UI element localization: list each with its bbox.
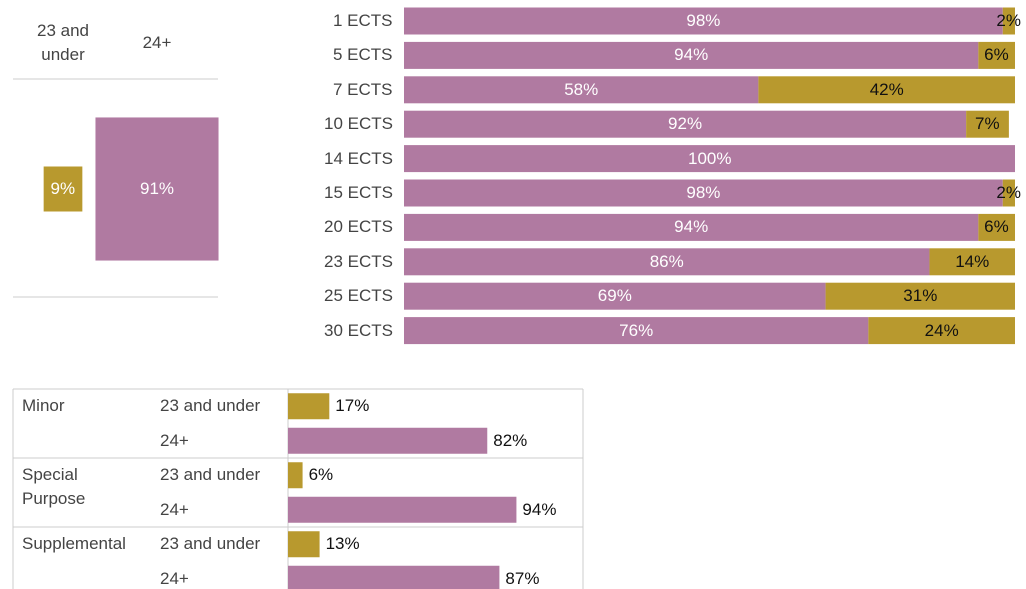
bar-segment	[978, 41, 1015, 69]
row-label: 23 and under	[160, 465, 261, 485]
bar-segment	[404, 76, 759, 104]
bar	[288, 565, 500, 589]
value-label: 94%	[674, 217, 709, 237]
value-label: 98%	[686, 11, 721, 30]
box	[43, 166, 83, 212]
value-label: 6%	[984, 45, 1009, 65]
category-label: 20 ECTS	[324, 217, 393, 237]
bar-segment	[929, 248, 1015, 276]
value-label: 42%	[869, 79, 904, 99]
value-label: 98%	[686, 183, 721, 202]
category-label: 7 ECTS	[333, 79, 393, 99]
value-label: 76%	[619, 320, 654, 340]
group-label: Supplemental	[22, 534, 126, 553]
value-label: 7%	[975, 114, 1000, 134]
bar	[288, 393, 330, 420]
row-label: 24+	[160, 568, 189, 588]
value-label: 82%	[493, 430, 528, 450]
value-label: 24%	[924, 320, 959, 340]
value-label: 94%	[522, 499, 557, 519]
value-label: 13%	[325, 534, 360, 554]
bar-segment	[758, 76, 1015, 104]
category-label: 23 ECTS	[324, 251, 393, 271]
column-header: 24+	[142, 33, 172, 52]
bar-segment	[1002, 7, 1015, 35]
box	[95, 117, 219, 261]
bar	[288, 462, 303, 489]
bar-segment	[868, 317, 1015, 345]
value-label: 86%	[649, 251, 684, 271]
value-label: 100%	[688, 148, 732, 168]
value-label: 17%	[335, 396, 370, 416]
row-label: 24+	[160, 430, 189, 450]
bar-segment	[404, 41, 979, 69]
bar-segment	[404, 282, 826, 310]
value-label: 91%	[140, 179, 175, 198]
bar-segment	[404, 213, 979, 241]
value-label: 14%	[955, 251, 990, 271]
value-label: 69%	[597, 286, 632, 306]
row-label: 23 and under	[160, 396, 261, 416]
value-label: 6%	[984, 217, 1009, 237]
bar-segment	[1002, 179, 1015, 207]
bar-segment	[404, 317, 869, 345]
value-label: 6%	[308, 465, 334, 485]
bar-segment	[404, 110, 967, 138]
row-label: 24+	[160, 499, 189, 519]
value-label: 87%	[505, 568, 540, 588]
category-label: 5 ECTS	[333, 45, 393, 65]
bar	[288, 496, 517, 523]
row-label: 23 and under	[160, 534, 261, 554]
category-label: 10 ECTS	[324, 114, 393, 134]
bar-segment	[404, 7, 1003, 35]
value-label: 94%	[674, 45, 709, 65]
value-label: 31%	[903, 286, 938, 306]
bar	[288, 427, 488, 454]
value-label: 2%	[996, 11, 1021, 30]
category-label: 30 ECTS	[324, 320, 393, 340]
value-label: 9%	[50, 179, 76, 198]
value-label: 58%	[564, 79, 599, 99]
bar-segment	[978, 213, 1015, 241]
bar	[288, 531, 320, 558]
category-label: 1 ECTS	[333, 11, 393, 30]
category-label: 14 ECTS	[324, 148, 393, 168]
value-label: 92%	[668, 114, 703, 134]
bar-segment	[404, 179, 1003, 207]
group-label: Special Purpose	[22, 465, 86, 508]
category-label: 15 ECTS	[324, 183, 393, 202]
bar-segment	[404, 145, 1015, 173]
column-header: 23 and under	[37, 21, 89, 64]
bar-segment	[404, 248, 930, 276]
bar-segment	[825, 282, 1015, 310]
value-label: 2%	[996, 183, 1021, 202]
category-label: 25 ECTS	[324, 286, 393, 306]
bar-segment	[966, 110, 1009, 138]
group-label: Minor	[22, 396, 65, 415]
